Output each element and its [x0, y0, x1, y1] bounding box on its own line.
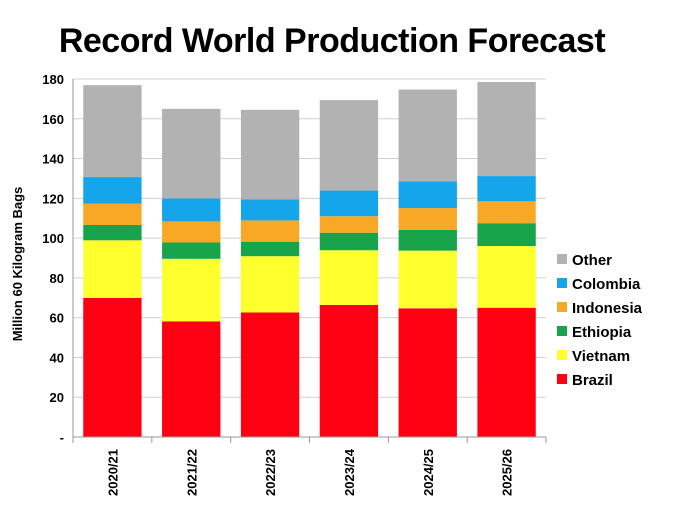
legend-label-brazil: Brazil — [572, 372, 613, 389]
bar-segment-brazil — [240, 312, 300, 437]
x-tick-labels: 2020/21 2021/22 2022/23 2023/24 2024/25 2025/… — [105, 448, 514, 496]
bar-segment-other — [477, 81, 536, 177]
bar-segment-colombia — [83, 177, 142, 204]
bar-segment-vietnam — [398, 250, 457, 309]
x-tick-label: 2021/22 — [184, 449, 199, 496]
legend-swatch-vietnam — [557, 350, 567, 360]
legend: Other Colombia Indonesia Ethiopia Vietnam Bra… — [557, 252, 643, 389]
legend-swatch-colombia — [557, 278, 567, 288]
x-tick-label: 2024/25 — [421, 449, 436, 496]
y-axis-label: Million 60 Kilogram Bags — [10, 187, 25, 342]
bar-segment-ethiopia — [240, 241, 300, 257]
bar-segment-colombia — [398, 181, 457, 209]
bar-segment-brazil — [162, 321, 221, 437]
y-tick-label: 20 — [50, 390, 64, 405]
bar-segment-ethiopia — [319, 232, 379, 251]
legend-label-colombia: Colombia — [572, 276, 641, 293]
bar-segment-other — [83, 85, 142, 178]
bar-segment-ethiopia — [477, 223, 536, 247]
legend-swatch-ethiopia — [557, 326, 567, 336]
bar-segment-colombia — [240, 199, 300, 221]
bar-segment-ethiopia — [398, 229, 457, 251]
bar-segment-vietnam — [477, 246, 536, 308]
bar-segment-colombia — [162, 198, 221, 222]
y-tick-label: 100 — [42, 231, 64, 246]
bar-segment-indonesia — [240, 220, 300, 242]
bar-segment-indonesia — [162, 221, 221, 243]
chart-title: Record World Production Forecast — [58, 22, 606, 60]
bar-segment-indonesia — [398, 208, 457, 230]
x-tick-label: 2023/24 — [342, 448, 357, 496]
y-tick-label: 140 — [42, 152, 64, 167]
legend-swatch-other — [557, 254, 567, 264]
x-tick-label: 2022/23 — [263, 449, 278, 496]
y-tick-label: 120 — [42, 191, 64, 206]
bar-segment-colombia — [477, 176, 536, 202]
axes — [72, 79, 547, 443]
bar-segment-brazil — [477, 307, 536, 437]
bar-segment-vietnam — [319, 250, 379, 305]
legend-swatch-indonesia — [557, 302, 567, 312]
bar-segment-brazil — [83, 297, 142, 437]
x-tick-label: 2025/26 — [500, 449, 515, 496]
bar-segment-brazil — [398, 308, 457, 437]
legend-label-ethiopia: Ethiopia — [572, 324, 632, 341]
bars — [83, 81, 536, 437]
y-tick-label: 180 — [42, 72, 64, 87]
y-tick-label: 160 — [42, 112, 64, 127]
bar-segment-ethiopia — [162, 242, 221, 259]
y-tick-label: 40 — [50, 350, 64, 365]
bar-segment-indonesia — [477, 201, 536, 224]
bar-segment-other — [240, 109, 300, 200]
y-tick-label: 80 — [50, 271, 64, 286]
bar-segment-other — [162, 108, 221, 199]
bar-segment-vietnam — [162, 258, 221, 322]
bar-segment-other — [398, 89, 457, 182]
bar-segment-colombia — [319, 190, 379, 217]
y-tick-label: 60 — [50, 311, 64, 326]
legend-label-vietnam: Vietnam — [572, 348, 630, 365]
bar-segment-other — [319, 100, 379, 191]
y-tick-label: - — [60, 430, 64, 445]
bar-segment-vietnam — [240, 256, 300, 313]
legend-label-other: Other — [572, 252, 612, 269]
bar-segment-ethiopia — [83, 224, 142, 241]
bar-segment-vietnam — [83, 240, 142, 298]
gridlines — [73, 78, 546, 398]
bar-segment-indonesia — [319, 216, 379, 233]
x-tick-label: 2020/21 — [105, 449, 120, 496]
bar-segment-brazil — [319, 304, 379, 437]
legend-swatch-brazil — [557, 374, 567, 384]
bar-segment-indonesia — [83, 203, 142, 225]
y-tick-labels: - 20 40 60 80 100 120 140 160 180 — [42, 72, 64, 445]
legend-label-indonesia: Indonesia — [572, 300, 643, 317]
